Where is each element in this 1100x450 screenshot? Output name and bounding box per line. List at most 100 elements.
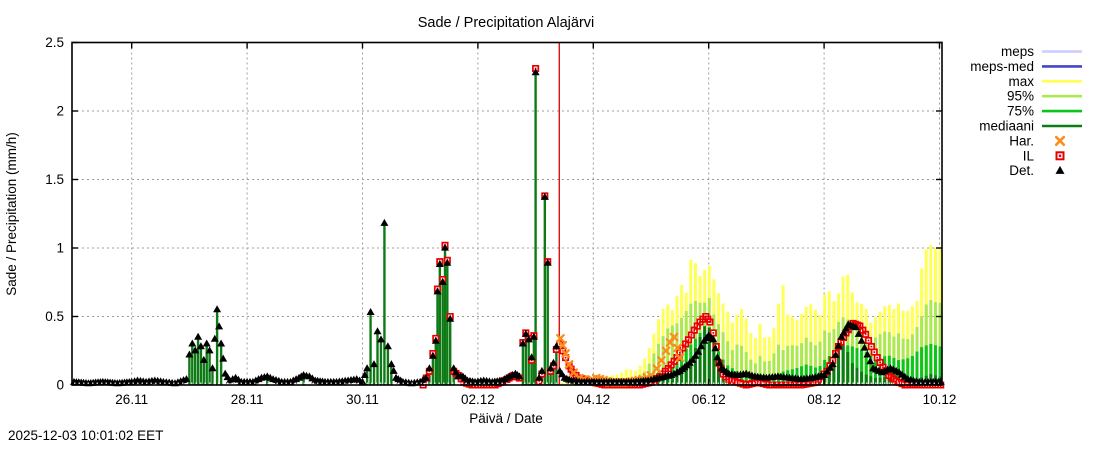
bar-p95 <box>795 345 799 385</box>
bar-max <box>629 369 633 385</box>
bar-p95 <box>800 343 804 385</box>
x-tick-label: 10.12 <box>923 392 957 407</box>
bar-p95 <box>758 355 762 385</box>
x-tick-label: 04.12 <box>576 392 610 407</box>
legend-item-meps: meps <box>1001 44 1082 59</box>
bar-median_forecast <box>680 369 684 385</box>
bar-median_forecast <box>698 337 702 385</box>
chart-title: Sade / Precipitation Alajärvi <box>418 15 595 31</box>
legend-item-il: IL <box>1023 148 1065 163</box>
bar-median_forecast <box>666 378 670 385</box>
bar-p75 <box>864 352 868 385</box>
det-triangles <box>70 68 945 387</box>
bar-max <box>777 303 781 385</box>
bar-median_forecast <box>878 377 882 385</box>
legend-label-det: Det. <box>1009 163 1034 178</box>
bar-p75 <box>915 351 919 385</box>
legend-label-meps-med: meps-med <box>970 59 1034 74</box>
legend-item-p75: 75% <box>1007 104 1082 119</box>
x-tick-label: 30.11 <box>346 392 379 407</box>
bar-p95 <box>666 328 670 385</box>
legend-item-mediaani: mediaani <box>979 119 1082 134</box>
x-tick-label: 02.12 <box>461 392 495 407</box>
legend-item-meps-med: meps-med <box>970 59 1082 74</box>
bar-max <box>744 318 748 385</box>
legend-item-har: Har. <box>1009 133 1066 148</box>
legend-label-il: IL <box>1023 148 1035 163</box>
bar-median_forecast <box>684 363 688 385</box>
bar-median_forecast <box>703 326 707 385</box>
series-median-history <box>188 72 558 385</box>
bar-p95 <box>740 345 744 385</box>
bar-median_forecast <box>693 348 697 385</box>
bar-p95 <box>652 353 656 385</box>
bar-max <box>763 337 767 385</box>
bar-p75 <box>855 348 859 385</box>
bar-median_forecast <box>869 376 873 385</box>
legend-item-p95: 95% <box>1007 89 1082 104</box>
bar-max <box>749 333 753 385</box>
legend-square-dot <box>1058 154 1062 157</box>
bar-median_forecast <box>689 358 693 385</box>
bar-p95 <box>818 341 822 385</box>
bar-p95 <box>786 345 790 385</box>
bar-median_forecast <box>717 359 721 385</box>
bar-p95 <box>933 302 937 385</box>
bar-median_forecast <box>860 371 864 385</box>
bar-median_forecast <box>850 363 854 385</box>
bar-median_forecast <box>707 327 711 385</box>
bar-p75 <box>901 359 905 385</box>
y-tick-label: 1.5 <box>45 172 64 187</box>
bar-p95 <box>938 302 942 385</box>
bar-p75 <box>860 349 864 385</box>
bar-median_forecast <box>887 376 891 385</box>
bar-p95 <box>813 345 817 385</box>
plot-root: 26.11 28.11 30.11 02.12 04.12 06.12 08.12 10.12… <box>45 35 1082 407</box>
bar-p95 <box>730 350 734 385</box>
y-tick-label: 2.5 <box>45 35 64 50</box>
bar-p95 <box>790 345 794 385</box>
bar-median_forecast <box>827 365 831 385</box>
series-det <box>70 68 945 387</box>
bar-median_forecast <box>657 381 661 385</box>
bar-median_forecast <box>846 352 850 385</box>
bar-p75 <box>906 358 910 385</box>
y-tick-label: 1 <box>56 241 64 256</box>
bar-p95 <box>721 332 725 385</box>
bar-p75 <box>809 365 813 385</box>
bar-p95 <box>744 352 748 385</box>
legend-label-max: max <box>1008 74 1034 89</box>
bar-p95 <box>823 330 827 385</box>
bar-p75 <box>933 345 937 385</box>
bar-p75 <box>772 375 776 385</box>
bar-p75 <box>938 346 942 385</box>
x-tick-label: 28.11 <box>231 392 264 407</box>
bar-median_forecast <box>883 377 887 385</box>
bar-p95 <box>897 333 901 385</box>
bar-p95 <box>735 344 739 385</box>
bar-p95 <box>569 383 573 385</box>
bar-p75 <box>929 343 933 385</box>
bar-p75 <box>920 347 924 385</box>
x-tick-label: 26.11 <box>115 392 148 407</box>
y-tick-label: 0.5 <box>45 309 64 324</box>
legend-label-har: Har. <box>1009 133 1034 148</box>
legend-label-mediaani: mediaani <box>979 119 1034 134</box>
bar-p75 <box>740 373 744 385</box>
bar-p75 <box>924 345 928 385</box>
y-tick-label: 0 <box>56 378 64 393</box>
legend-triangle-marker-sample <box>1055 165 1065 174</box>
bar-p95 <box>924 304 928 385</box>
bar-p95 <box>781 350 785 385</box>
bar-median_forecast <box>864 374 868 385</box>
legend-item-det: Det. <box>1009 163 1065 178</box>
bar-median_forecast <box>670 375 674 385</box>
y-tick-labels: 0 0.5 1 1.5 2 2.5 <box>45 35 64 393</box>
bar-max <box>781 285 785 385</box>
bar-p95 <box>689 303 693 385</box>
timestamp: 2025-12-03 10:01:02 EET <box>8 428 163 443</box>
x-axis-label: Päivä / Date <box>469 411 543 426</box>
